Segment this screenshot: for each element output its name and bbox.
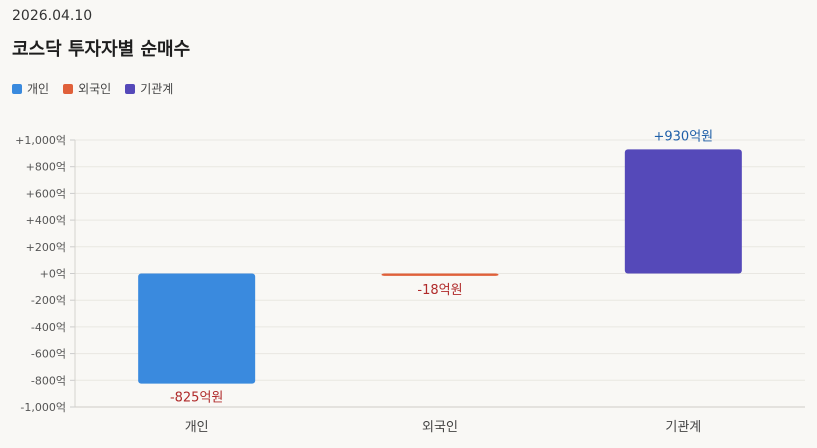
legend-item[interactable]: 외국인 xyxy=(63,80,111,97)
y-tick-label: +400억 xyxy=(26,214,66,227)
bar xyxy=(138,273,256,384)
legend-swatch xyxy=(63,83,74,94)
legend-swatch xyxy=(12,83,22,94)
y-tick-label: -800억 xyxy=(31,374,66,387)
x-tick-label: 기관계 xyxy=(665,420,701,435)
bar xyxy=(381,273,499,276)
y-tick-label: +0억 xyxy=(40,268,66,281)
y-tick-label: -200억 xyxy=(31,294,66,307)
y-tick-label: -400억 xyxy=(31,321,66,334)
x-tick-label: 개인 xyxy=(185,420,209,435)
legend: 개인 외국인 기관계 xyxy=(12,80,173,97)
data-label: +930억원 xyxy=(654,129,714,144)
y-tick-label: -600억 xyxy=(31,348,66,361)
y-tick-label: +600억 xyxy=(26,187,66,200)
legend-item[interactable]: 개인 xyxy=(12,80,49,97)
legend-label: 기관계 xyxy=(140,82,174,96)
y-tick-label: -1,000억 xyxy=(20,401,66,414)
legend-swatch xyxy=(125,83,136,94)
x-tick-label: 외국인 xyxy=(422,420,458,435)
legend-label: 개인 xyxy=(27,82,50,96)
chart-date: 2026.04.10 xyxy=(12,8,93,24)
chart-title: 코스닥 투자자별 순매수 xyxy=(12,39,191,60)
y-tick-label: +1,000억 xyxy=(15,134,66,147)
y-tick-label: +800억 xyxy=(26,161,66,174)
bar xyxy=(624,149,742,274)
legend-item[interactable]: 기관계 xyxy=(125,80,173,97)
y-tick-label: +200억 xyxy=(26,241,66,254)
data-label: -18억원 xyxy=(417,283,462,298)
data-label: -825억원 xyxy=(170,391,223,406)
legend-label: 외국인 xyxy=(78,82,112,96)
